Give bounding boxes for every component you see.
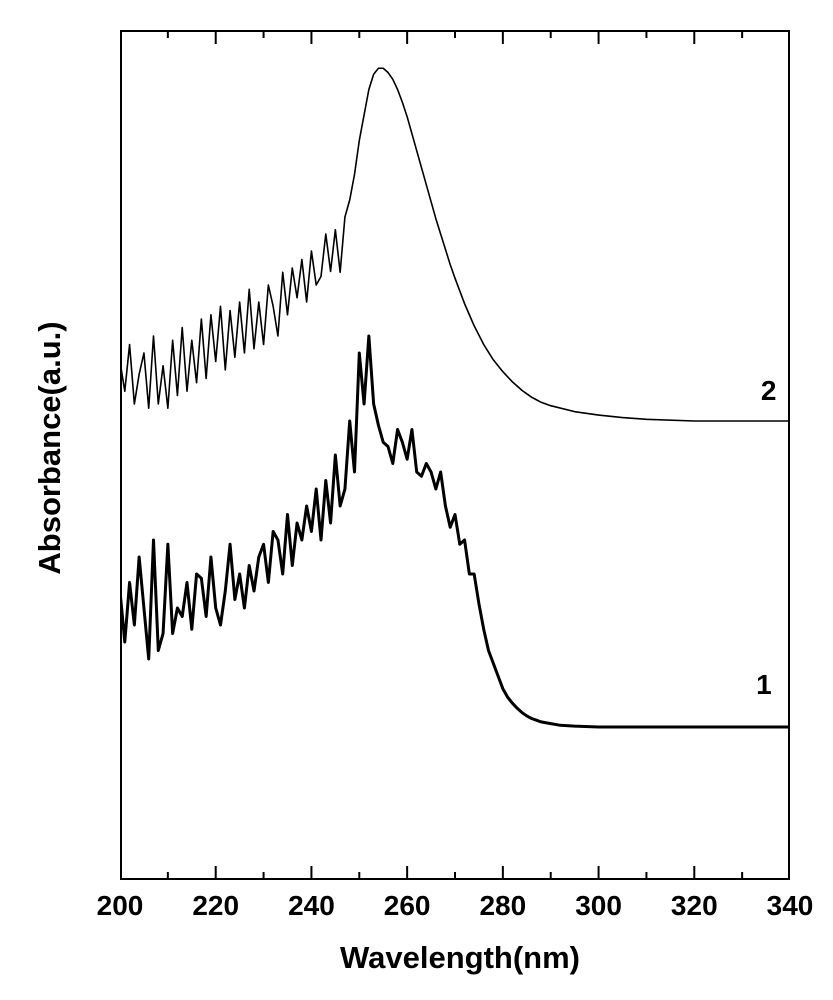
figure: Absorbance(a.u.) Wavelength(nm) 200 220 24… xyxy=(0,0,833,1000)
series-group xyxy=(120,68,790,727)
plot-border xyxy=(121,31,789,879)
x-tick-label: 340 xyxy=(760,890,820,922)
x-tick-label: 260 xyxy=(377,890,437,922)
y-axis-label: Absorbance(a.u.) xyxy=(32,318,68,578)
x-tick-label: 200 xyxy=(90,890,150,922)
x-tick-label: 280 xyxy=(473,890,533,922)
series-label-1: 1 xyxy=(756,669,772,701)
x-tick-label: 220 xyxy=(186,890,246,922)
x-axis-ticks xyxy=(120,30,790,880)
x-tick-label: 320 xyxy=(664,890,724,922)
series-1 xyxy=(120,336,790,727)
x-tick-label: 240 xyxy=(281,890,341,922)
x-tick-label: 300 xyxy=(569,890,629,922)
plot-area xyxy=(120,30,790,880)
x-axis-label: Wavelength(nm) xyxy=(320,940,600,976)
series-2 xyxy=(120,68,790,421)
series-label-2: 2 xyxy=(761,375,777,407)
